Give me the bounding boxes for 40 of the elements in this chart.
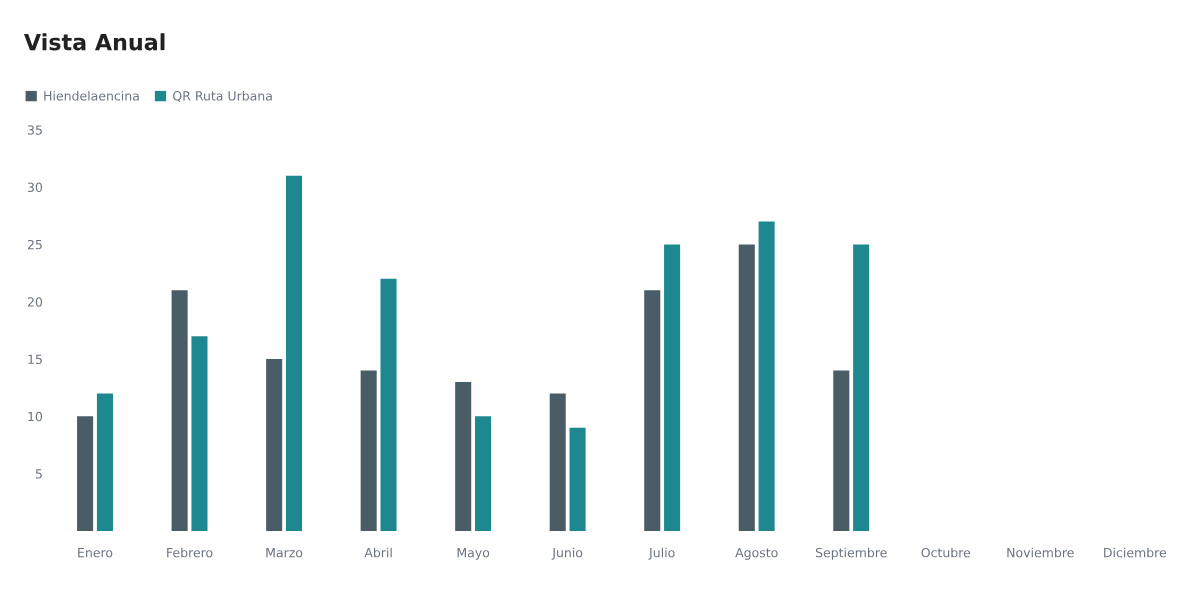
- bar: [285, 175, 303, 531]
- x-tick-label: Octubre: [921, 547, 971, 558]
- y-tick-label: 30: [27, 182, 43, 193]
- x-tick-label: Junio: [551, 547, 583, 560]
- bar: [266, 359, 283, 531]
- x-tick-label: Marzo: [266, 548, 303, 558]
- x-tick-label: Noviembre: [1007, 547, 1074, 558]
- bar: [833, 370, 850, 531]
- y-tick-label: 35: [27, 125, 42, 135]
- bar: [664, 244, 681, 531]
- bar: [738, 244, 755, 531]
- bar: [360, 370, 377, 531]
- bar: [191, 336, 208, 531]
- x-tick-label: Agosto: [735, 548, 778, 560]
- bar: [758, 221, 775, 531]
- y-tick-label: 15: [28, 354, 42, 364]
- y-tick-label: 20: [27, 297, 43, 307]
- x-tick-label: Enero: [78, 548, 113, 558]
- bar: [569, 427, 586, 531]
- y-tick-label: 5: [35, 469, 42, 479]
- bar: [77, 416, 94, 531]
- bar: [380, 278, 397, 531]
- x-tick-label: Abril: [364, 547, 392, 558]
- x-tick-label: Diciembre: [1104, 547, 1167, 558]
- y-tick-label: 25: [27, 239, 42, 250]
- bar: [171, 290, 188, 531]
- x-tick-label: Mayo: [457, 548, 490, 560]
- x-tick-label: Febrero: [167, 547, 213, 558]
- legend-label: QR Ruta Urbana: [173, 90, 272, 103]
- chart-title: Vista Anual: [23, 33, 165, 51]
- x-tick-label: Septiembre: [815, 547, 887, 560]
- bar: [96, 393, 113, 531]
- bar: [853, 244, 870, 531]
- bar: [549, 393, 566, 531]
- bar: [475, 416, 492, 531]
- y-tick-label: 10: [28, 411, 43, 422]
- bar: [455, 381, 472, 531]
- legend-label: Hiendelaencina: [44, 90, 139, 101]
- bar: [644, 290, 661, 531]
- x-tick-label: Julio: [648, 547, 675, 560]
